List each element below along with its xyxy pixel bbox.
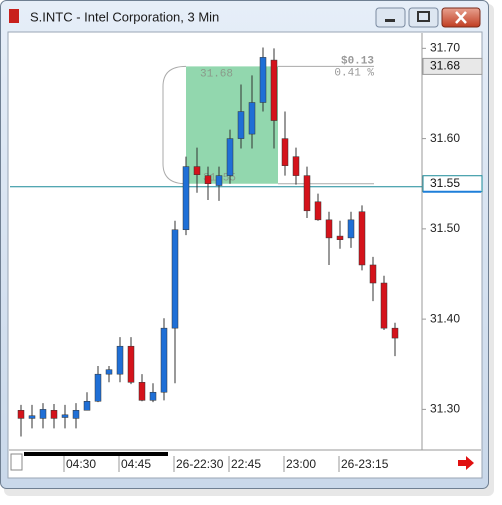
candle-body xyxy=(281,138,289,166)
scroll-arrow[interactable] xyxy=(458,456,474,470)
candle-body xyxy=(160,327,168,393)
y-tick-label: 31.30 xyxy=(430,402,460,416)
window-title: S.INTC - Intel Corporation, 3 Min xyxy=(30,9,219,24)
measure-bracket xyxy=(162,65,187,185)
candle-body xyxy=(94,373,102,402)
candle-body xyxy=(270,59,278,121)
maximize-button[interactable] xyxy=(408,7,439,28)
price-tag-label: 31.68 xyxy=(430,59,460,73)
candle-body xyxy=(226,138,234,176)
candle-body xyxy=(259,57,267,103)
candle-body xyxy=(215,175,223,186)
scroll-box[interactable] xyxy=(10,453,23,471)
x-tick-label: 04:30 xyxy=(66,457,96,471)
price-tag-label: 31.55 xyxy=(430,176,460,190)
candle-body xyxy=(248,102,256,135)
y-tick-label: 31.40 xyxy=(430,311,460,325)
candle-body xyxy=(39,409,47,419)
candle-body xyxy=(72,410,80,419)
candle-body xyxy=(336,235,344,240)
measure-percent: 0.41 % xyxy=(334,67,374,79)
candle-body xyxy=(314,201,322,221)
candle-body xyxy=(380,282,388,329)
candle-body xyxy=(347,219,355,239)
candle-body xyxy=(17,410,25,419)
candle-body xyxy=(391,327,399,339)
x-tick-label: 23:00 xyxy=(286,457,316,471)
y-tick-label: 31.60 xyxy=(430,131,460,145)
x-tick-label: 04:45 xyxy=(121,457,151,471)
candle-body xyxy=(105,369,113,375)
app-icon xyxy=(9,9,19,23)
candle-body xyxy=(116,345,124,375)
candle-body xyxy=(358,211,366,266)
maximize-icon xyxy=(417,11,430,22)
x-tick-label: 22:45 xyxy=(231,457,261,471)
minimize-icon xyxy=(385,19,395,22)
candle-body xyxy=(303,175,311,212)
minimize-button[interactable] xyxy=(375,7,406,28)
candle-body xyxy=(193,166,201,175)
price-tag xyxy=(422,57,483,75)
x-tick-label: 26-22:30 xyxy=(176,457,224,471)
candle-body xyxy=(171,229,179,329)
y-tick-label: 31.50 xyxy=(430,221,460,235)
candle-body xyxy=(61,414,69,418)
measure-change: $0.13 xyxy=(341,55,374,67)
candle-body xyxy=(50,410,58,419)
candle-body xyxy=(28,415,36,419)
candle-body xyxy=(182,166,190,231)
candle-body xyxy=(204,175,212,184)
candle-body xyxy=(369,264,377,284)
x-tick-label: 26-23:15 xyxy=(341,457,389,471)
candle-body xyxy=(149,391,157,401)
scrollbar[interactable] xyxy=(24,452,168,456)
y-tick-label: 31.70 xyxy=(430,41,460,55)
candle-body xyxy=(83,401,91,411)
candle-body xyxy=(138,382,146,401)
candle-body xyxy=(325,219,333,239)
candle-body xyxy=(237,111,245,139)
candle-body xyxy=(127,345,135,383)
candle-body xyxy=(292,156,300,176)
plot: 31.30 31.40 31.50 31.60 31.70 04:30 04:45 26-22… xyxy=(10,41,483,472)
close-icon xyxy=(455,11,467,24)
measure-to-label: 31.68 xyxy=(200,68,233,80)
